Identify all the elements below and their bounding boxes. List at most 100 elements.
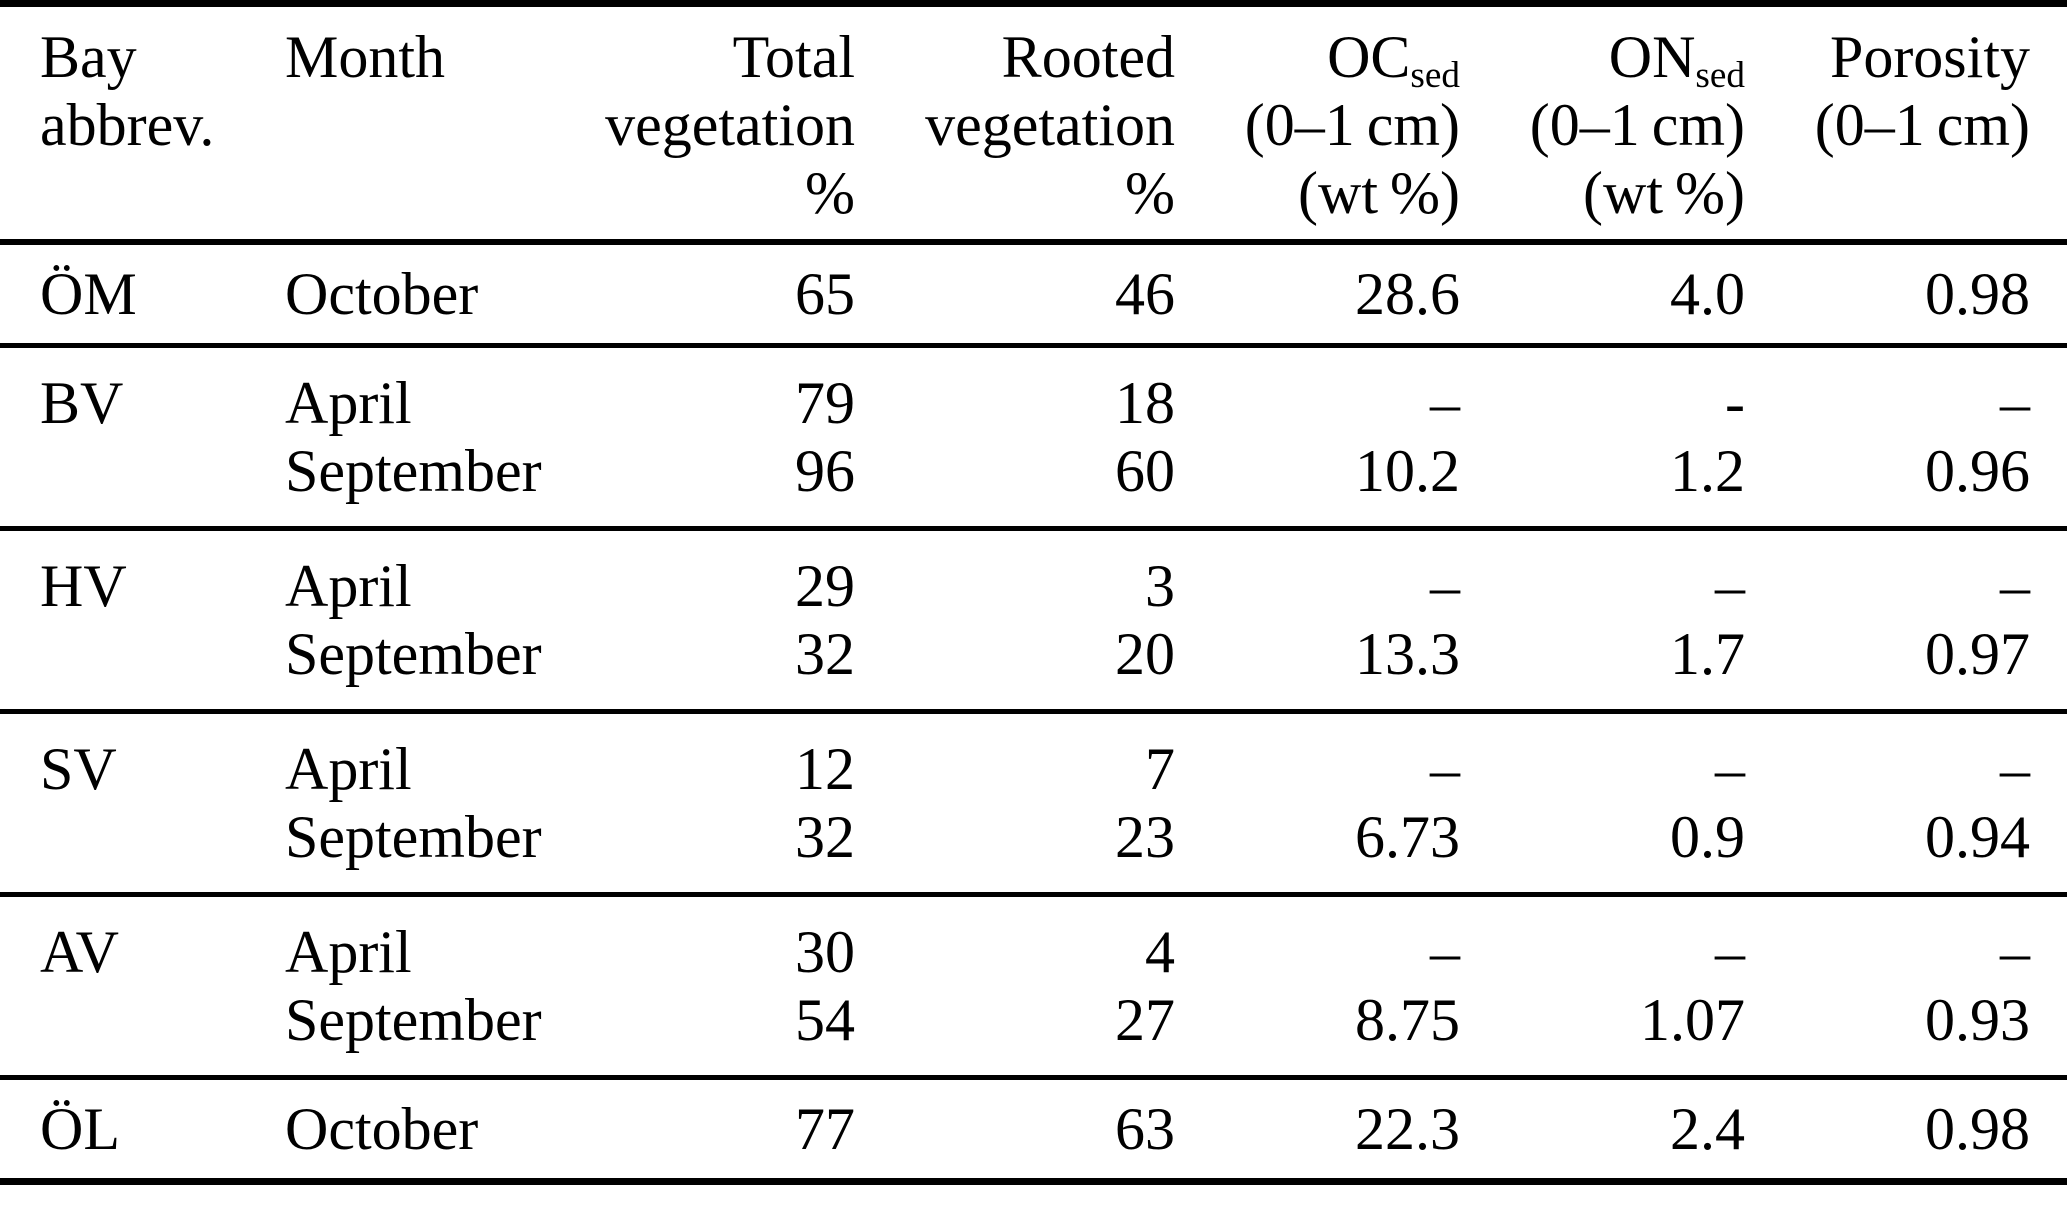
cell-total-vegetation: 32	[795, 621, 855, 687]
header-bay-line1: Bay	[40, 24, 137, 90]
cell-oc-sed: –	[1430, 736, 1460, 802]
table-row-sv-april: SV April 12 7 – – –	[0, 711, 2067, 804]
cell-bay: SV	[40, 736, 117, 802]
cell-on-sed: 1.7	[1670, 621, 1745, 687]
cell-total-vegetation: 29	[795, 553, 855, 619]
cell-rooted-vegetation: 7	[1145, 736, 1175, 802]
header-on-subscript: sed	[1695, 55, 1745, 97]
header-total-line1: Total	[732, 24, 855, 90]
header-porosity: Porosity (0–1 cm)	[1745, 4, 2067, 243]
table-row-bv-april: BV April 79 18 – - –	[0, 345, 2067, 438]
table-row-av-april: AV April 30 4 – – –	[0, 894, 2067, 987]
cell-month: April	[285, 370, 412, 436]
header-porosity-line1: Porosity	[1829, 24, 2030, 90]
cell-oc-sed: –	[1430, 553, 1460, 619]
cell-total-vegetation: 65	[795, 261, 855, 327]
cell-bay	[0, 986, 250, 1078]
cell-porosity: –	[2000, 919, 2030, 985]
cell-on-sed: 1.07	[1640, 987, 1745, 1053]
cell-rooted-vegetation: 23	[1115, 804, 1175, 870]
cell-bay	[0, 437, 250, 529]
cell-on-sed: -	[1725, 370, 1745, 436]
cell-on-sed: 1.2	[1670, 438, 1745, 504]
cell-porosity: 0.98	[1925, 261, 2030, 327]
header-on-sed: ONsed (0–1 cm) (wt %)	[1460, 4, 1745, 243]
cell-bay: ÖL	[40, 1096, 120, 1162]
cell-month: April	[285, 919, 412, 985]
cell-total-vegetation: 30	[795, 919, 855, 985]
header-oc-symbol: OC	[1327, 24, 1411, 90]
cell-rooted-vegetation: 4	[1145, 919, 1175, 985]
header-oc-symbol-line: OCsed	[1175, 23, 1460, 95]
header-month-line1: Month	[285, 24, 446, 90]
header-bay-abbrev: Bay abbrev.	[0, 4, 250, 243]
cell-month: October	[285, 261, 479, 327]
cell-oc-sed: –	[1430, 919, 1460, 985]
cell-on-sed: 2.4	[1670, 1096, 1745, 1162]
header-month: Month	[250, 4, 560, 243]
header-on-line2: (0–1 cm)	[1529, 92, 1745, 158]
cell-bay: AV	[40, 919, 119, 985]
cell-month: September	[285, 804, 542, 870]
header-oc-line2: (0–1 cm)	[1244, 92, 1460, 158]
header-rooted-vegetation: Rooted vegetation %	[855, 4, 1175, 243]
header-oc-line3: (wt %)	[1298, 160, 1460, 226]
cell-oc-sed: 13.3	[1355, 621, 1460, 687]
cell-total-vegetation: 54	[795, 987, 855, 1053]
cell-porosity: 0.98	[1925, 1096, 2030, 1162]
cell-month: September	[285, 987, 542, 1053]
cell-bay	[0, 620, 250, 712]
cell-porosity: 0.93	[1925, 987, 2030, 1053]
table-body: ÖM October 65 46 28.6 4.0 0.98 BV April …	[0, 242, 2067, 1182]
cell-oc-sed: 22.3	[1355, 1096, 1460, 1162]
header-total-vegetation: Total vegetation %	[560, 4, 855, 243]
cell-total-vegetation: 32	[795, 804, 855, 870]
header-row: Bay abbrev. Month Total vegetation % Roo…	[0, 4, 2067, 243]
header-rooted-line3: %	[1125, 160, 1175, 226]
table-row-av-september: September 54 27 8.75 1.07 0.93	[0, 986, 2067, 1078]
header-porosity-line2: (0–1 cm)	[1814, 92, 2030, 158]
cell-total-vegetation: 79	[795, 370, 855, 436]
cell-oc-sed: 28.6	[1355, 261, 1460, 327]
table-row-bv-september: September 96 60 10.2 1.2 0.96	[0, 437, 2067, 529]
cell-month: October	[285, 1096, 479, 1162]
cell-bay: ÖM	[40, 261, 137, 327]
cell-rooted-vegetation: 63	[1115, 1096, 1175, 1162]
cell-porosity: 0.96	[1925, 438, 2030, 504]
cell-total-vegetation: 12	[795, 736, 855, 802]
header-total-line2: vegetation	[605, 92, 855, 158]
cell-month: April	[285, 736, 412, 802]
cell-oc-sed: –	[1430, 370, 1460, 436]
header-rooted-line1: Rooted	[1001, 24, 1175, 90]
cell-month: September	[285, 438, 542, 504]
cell-rooted-vegetation: 3	[1145, 553, 1175, 619]
cell-on-sed: –	[1715, 736, 1745, 802]
cell-total-vegetation: 96	[795, 438, 855, 504]
table-row-hv-september: September 32 20 13.3 1.7 0.97	[0, 620, 2067, 712]
cell-rooted-vegetation: 27	[1115, 987, 1175, 1053]
cell-bay: BV	[40, 370, 124, 436]
header-oc-subscript: sed	[1410, 55, 1460, 97]
cell-on-sed: 4.0	[1670, 261, 1745, 327]
header-total-line3: %	[805, 160, 855, 226]
cell-porosity: –	[2000, 736, 2030, 802]
table-row-hv-april: HV April 29 3 – – –	[0, 528, 2067, 621]
cell-bay	[0, 803, 250, 895]
cell-oc-sed: 10.2	[1355, 438, 1460, 504]
header-on-symbol: ON	[1608, 24, 1696, 90]
cell-bay: HV	[40, 553, 127, 619]
cell-rooted-vegetation: 46	[1115, 261, 1175, 327]
cell-on-sed: 0.9	[1670, 804, 1745, 870]
header-on-line3: (wt %)	[1583, 160, 1745, 226]
cell-month: September	[285, 621, 542, 687]
cell-rooted-vegetation: 20	[1115, 621, 1175, 687]
table-row-sv-september: September 32 23 6.73 0.9 0.94	[0, 803, 2067, 895]
cell-oc-sed: 6.73	[1355, 804, 1460, 870]
cell-total-vegetation: 77	[795, 1096, 855, 1162]
cell-porosity: –	[2000, 553, 2030, 619]
header-rooted-line2: vegetation	[925, 92, 1175, 158]
header-bay-line2: abbrev.	[40, 92, 215, 158]
table-header: Bay abbrev. Month Total vegetation % Roo…	[0, 4, 2067, 243]
